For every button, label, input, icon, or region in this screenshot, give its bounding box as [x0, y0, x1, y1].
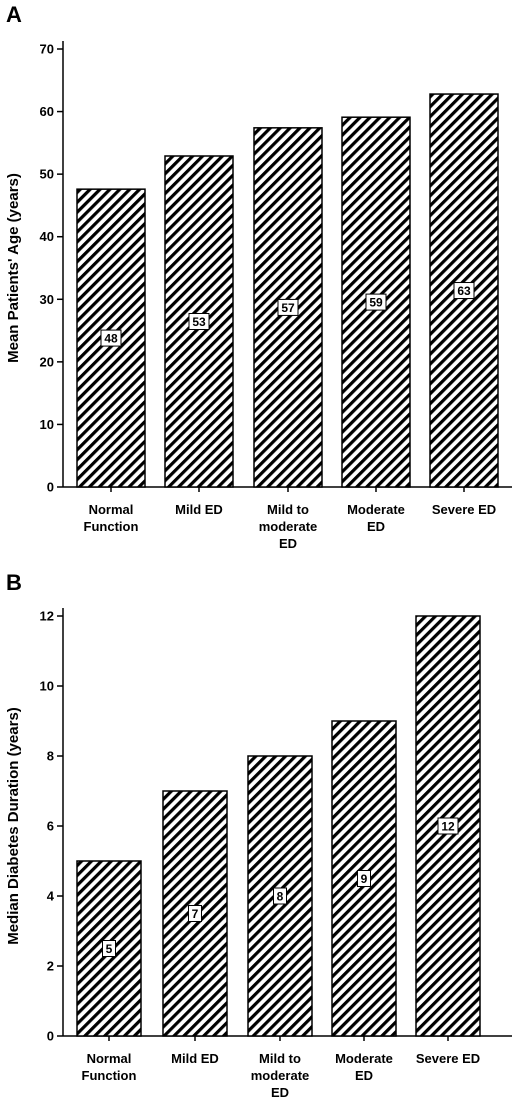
- category-label-line: Function: [84, 519, 139, 534]
- value-label-box: [188, 905, 202, 922]
- category-label-line: Moderate: [347, 502, 405, 517]
- value-label-box: [102, 940, 116, 957]
- y-tick-label: 30: [40, 292, 54, 307]
- value-label-box: [188, 312, 210, 330]
- value-label: 57: [281, 301, 295, 315]
- category-label-line: Moderate: [335, 1051, 393, 1066]
- category-label-line: Mild ED: [175, 502, 223, 517]
- value-label-box: [100, 329, 122, 347]
- y-tick-label: 0: [47, 1029, 54, 1044]
- y-tick-label: 70: [40, 42, 54, 57]
- value-label: 53: [192, 315, 206, 329]
- category-label-line: Mild to: [259, 1051, 301, 1066]
- value-label: 48: [104, 332, 118, 346]
- y-tick-label: 12: [40, 609, 54, 624]
- category-label-line: Mild to: [267, 502, 309, 517]
- category-label: Mild to moderate ED: [251, 1051, 310, 1100]
- category-label: Normal Function: [82, 1051, 137, 1083]
- panel-letter: A: [6, 2, 22, 27]
- value-label: 8: [277, 890, 284, 904]
- category-label-line: Normal: [89, 502, 134, 517]
- value-label: 12: [441, 820, 455, 834]
- y-tick-label: 8: [47, 749, 54, 764]
- value-label-box: [273, 887, 287, 905]
- value-label: 9: [361, 872, 368, 886]
- category-label: Severe ED: [432, 502, 496, 517]
- category-label: Moderate ED: [347, 502, 405, 534]
- value-label-box: [453, 282, 475, 300]
- y-tick-label: 60: [40, 104, 54, 119]
- category-label-line: Severe ED: [432, 502, 496, 517]
- y-tick-label: 4: [47, 889, 55, 904]
- category-label-line: moderate: [259, 519, 318, 534]
- y-tick-label: 10: [40, 417, 54, 432]
- category-label: Mild to moderate ED: [259, 502, 318, 551]
- value-label: 5: [106, 942, 113, 956]
- y-tick-label: 40: [40, 229, 54, 244]
- y-tick-label: 2: [47, 959, 54, 974]
- category-label-line: Function: [82, 1068, 137, 1083]
- category-label-line: ED: [367, 519, 385, 534]
- panel-a: A 0 10 20 30 40 50 60 70 Mean Patients' Age (year…: [5, 2, 512, 551]
- y-tick-label: 0: [47, 480, 54, 495]
- category-label-line: Mild ED: [171, 1051, 219, 1066]
- category-label-line: Severe ED: [416, 1051, 480, 1066]
- y-tick-label: 20: [40, 354, 54, 369]
- bar: [162, 790, 228, 1037]
- category-label-line: Normal: [87, 1051, 132, 1066]
- category-label: Mild ED: [171, 1051, 219, 1066]
- value-label-box: [437, 817, 459, 835]
- value-label: 7: [192, 907, 199, 921]
- value-label: 63: [457, 284, 471, 298]
- panel-letter: B: [6, 570, 22, 595]
- value-label-box: [357, 870, 371, 887]
- y-axis-title: Mean Patients' Age (years): [5, 173, 22, 363]
- value-label: 59: [369, 296, 383, 310]
- category-label-line: ED: [279, 536, 297, 551]
- category-label: Moderate ED: [335, 1051, 393, 1083]
- value-label-box: [365, 293, 387, 311]
- category-label: Mild ED: [175, 502, 223, 517]
- value-label-box: [277, 298, 299, 316]
- category-label: Normal Function: [84, 502, 139, 534]
- y-tick-label: 6: [47, 819, 54, 834]
- y-tick-label: 50: [40, 167, 54, 182]
- category-label-line: ED: [271, 1085, 289, 1100]
- y-axis-title: Median Diabetes Duration (years): [5, 707, 22, 945]
- category-label-line: moderate: [251, 1068, 310, 1083]
- category-label-line: ED: [355, 1068, 373, 1083]
- y-tick-label: 10: [40, 679, 54, 694]
- category-label: Severe ED: [416, 1051, 480, 1066]
- panel-b: B 0 2 4 6 8 10 12 Median Diabetes Duration (year…: [5, 570, 512, 1100]
